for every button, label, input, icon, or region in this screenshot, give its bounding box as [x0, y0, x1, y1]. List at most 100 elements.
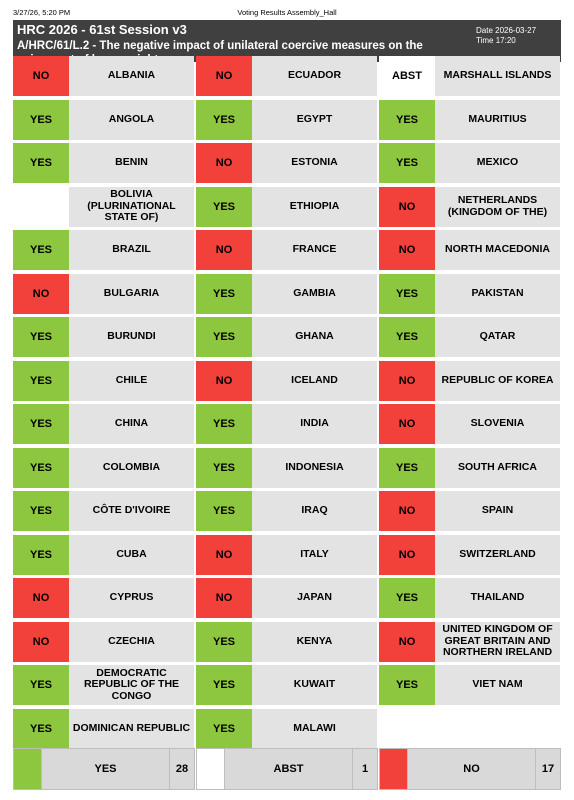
vote-value: NO	[379, 186, 435, 227]
country-name: VIET NAM	[435, 665, 560, 705]
country-name: CYPRUS	[69, 578, 194, 618]
vote-row: NO ICELAND	[196, 360, 377, 401]
country-name: COLOMBIA	[69, 447, 194, 488]
country-name: INDONESIA	[252, 447, 377, 488]
vote-value: NO	[379, 360, 435, 401]
vote-row: YES BRAZIL	[13, 230, 194, 270]
summary-abst: ABST 1	[196, 748, 378, 790]
vote-row: YES ETHIOPIA	[196, 186, 377, 227]
country-name: CUBA	[69, 534, 194, 575]
vote-value: NO	[13, 621, 69, 662]
vote-value: YES	[13, 447, 69, 488]
vote-row: YES DOMINICAN REPUBLIC	[13, 708, 194, 749]
summary-abst-label: ABST	[225, 749, 353, 789]
country-name: ECUADOR	[252, 56, 377, 96]
vote-row: YES DEMOCRATIC REPUBLIC OF THE CONGO	[13, 665, 194, 705]
country-name: CÔTE D'IVOIRE	[69, 491, 194, 531]
country-name: GHANA	[252, 317, 377, 357]
country-name: SLOVENIA	[435, 404, 560, 444]
vote-row: YES MAURITIUS	[379, 99, 560, 140]
country-name: CHILE	[69, 360, 194, 401]
country-name: MARSHALL ISLANDS	[435, 56, 560, 96]
country-name: BRAZIL	[69, 230, 194, 270]
country-name: PAKISTAN	[435, 273, 560, 314]
summary-no-label: NO	[408, 749, 536, 789]
country-name: ETHIOPIA	[252, 186, 377, 227]
country-name: MALAWI	[252, 708, 377, 749]
country-name: BULGARIA	[69, 273, 194, 314]
country-name: DOMINICAN REPUBLIC	[69, 708, 194, 749]
country-name: SPAIN	[435, 491, 560, 531]
vote-date: Date 2026-03-27	[476, 26, 537, 35]
session-title: HRC 2026 - 61st Session v3	[17, 22, 187, 37]
vote-value: YES	[196, 708, 252, 749]
summary-yes-swatch	[14, 749, 42, 789]
country-name: ESTONIA	[252, 143, 377, 183]
summary-no-swatch	[380, 749, 408, 789]
vote-time: Time 17:20	[476, 36, 516, 45]
vote-value: YES	[13, 230, 69, 270]
country-name: IRAQ	[252, 491, 377, 531]
vote-value: NO	[196, 230, 252, 270]
country-name: REPUBLIC OF KOREA	[435, 360, 560, 401]
country-name: ALBANIA	[69, 56, 194, 96]
vote-value: NO	[196, 578, 252, 618]
summary-no-count: 17	[541, 763, 555, 775]
vote-value: YES	[13, 491, 69, 531]
vote-row: YES QATAR	[379, 317, 560, 357]
print-datetime: 3/27/26, 5:20 PM	[13, 8, 71, 17]
vote-value: NO	[196, 360, 252, 401]
summary-abst-swatch	[197, 749, 225, 789]
vote-value: YES	[13, 317, 69, 357]
vote-row: NO ESTONIA	[196, 143, 377, 183]
country-name: CZECHIA	[69, 621, 194, 662]
vote-row: YES KENYA	[196, 621, 377, 662]
vote-value: YES	[13, 534, 69, 575]
results-banner: HRC 2026 - 61st Session v3 A/HRC/61/L.2 …	[13, 20, 561, 62]
vote-row: YES BURUNDI	[13, 317, 194, 357]
vote-row: YES BENIN	[13, 143, 194, 183]
country-name: NORTH MACEDONIA	[435, 230, 560, 270]
country-name: INDIA	[252, 404, 377, 444]
vote-row: NO REPUBLIC OF KOREA	[379, 360, 560, 401]
vote-value: YES	[379, 447, 435, 488]
vote-row: NO NETHERLANDS (KINGDOM OF THE)	[379, 186, 560, 227]
vote-row: YES INDIA	[196, 404, 377, 444]
vote-value: YES	[196, 491, 252, 531]
vote-value: YES	[379, 317, 435, 357]
vote-value: YES	[13, 404, 69, 444]
country-name: KUWAIT	[252, 665, 377, 705]
country-name: NETHERLANDS (KINGDOM OF THE)	[435, 186, 560, 227]
vote-row: NO ECUADOR	[196, 56, 377, 96]
vote-value: YES	[13, 99, 69, 140]
vote-row: YES IRAQ	[196, 491, 377, 531]
country-name: BURUNDI	[69, 317, 194, 357]
vote-value: YES	[379, 143, 435, 183]
vote-value: YES	[13, 360, 69, 401]
summary-yes: YES 28	[13, 748, 195, 790]
vote-value: YES	[379, 578, 435, 618]
vote-row: YES CHILE	[13, 360, 194, 401]
vote-row: YES EGYPT	[196, 99, 377, 140]
summary-no: NO 17	[379, 748, 561, 790]
vote-value	[13, 186, 69, 227]
vote-row: YES INDONESIA	[196, 447, 377, 488]
vote-value: YES	[196, 665, 252, 705]
vote-row: YES VIET NAM	[379, 665, 560, 705]
country-name: ITALY	[252, 534, 377, 575]
vote-value: YES	[379, 665, 435, 705]
vote-value: NO	[196, 143, 252, 183]
vote-row: YES ANGOLA	[13, 99, 194, 140]
vote-value: YES	[196, 317, 252, 357]
country-name: MEXICO	[435, 143, 560, 183]
vote-row: YES THAILAND	[379, 578, 560, 618]
country-name: THAILAND	[435, 578, 560, 618]
vote-row: BOLIVIA (PLURINATIONAL STATE OF)	[13, 186, 194, 227]
vote-row: YES CHINA	[13, 404, 194, 444]
vote-value: ABST	[379, 56, 435, 96]
vote-value: YES	[13, 708, 69, 749]
vote-value: YES	[196, 621, 252, 662]
vote-value: NO	[13, 273, 69, 314]
country-name: UNITED KINGDOM OF GREAT BRITAIN AND NORT…	[435, 621, 560, 662]
country-name: SOUTH AFRICA	[435, 447, 560, 488]
